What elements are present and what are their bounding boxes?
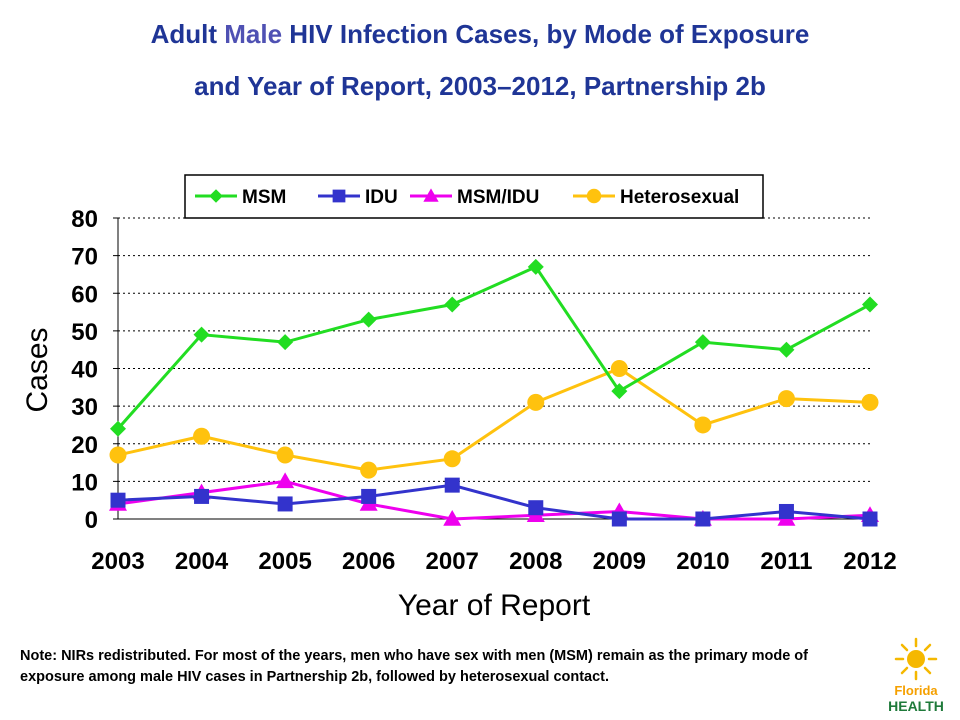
x-tick-label: 2008 [509,548,562,575]
florida-health-logo: Florida HEALTH [888,637,944,714]
title-line-2: and Year of Report, 2003–2012, Partnersh… [194,71,766,101]
legend-marker [423,188,439,202]
data-point-heterosexual [777,390,795,408]
title-accent: Male [224,19,283,49]
legend-marker [586,188,602,204]
y-tick-label: 30 [71,394,98,421]
data-point-heterosexual [610,360,628,377]
x-tick-label: 2005 [258,548,311,575]
x-tick-label: 2004 [175,548,229,575]
x-tick-label: 2006 [342,548,395,575]
legend: MSM IDU MSM/IDU Heterosexual [184,174,764,219]
data-point-msm [193,326,210,343]
data-point-idu [778,503,794,519]
data-point-msm [527,258,544,275]
series-line-msm [116,265,871,430]
data-point-idu [444,477,460,493]
data-point-idu [361,488,377,504]
series-msm [110,258,878,437]
data-point-msm [277,334,294,351]
data-point-idu [528,500,544,516]
data-point-msm [444,296,461,313]
data-point-heterosexual [861,393,879,411]
data-point-msm [778,341,795,358]
data-point-heterosexual [443,450,461,468]
logo-text-florida: Florida [894,683,938,698]
data-point-msm [862,296,878,313]
legend-box [184,174,764,219]
y-tick-label: 0 [85,507,98,534]
x-tick-label: 2012 [843,548,896,575]
chart: 0 10 20 30 40 50 60 70 80 2003 2004 2005 2006 2007 200… [21,174,897,622]
legend-label: IDU [365,187,398,208]
data-point-msm-idu [276,472,295,489]
logo-text-health: HEALTH [888,698,944,714]
series-heterosexual [109,360,879,479]
legend-label: MSM/IDU [457,187,539,208]
data-point-idu [611,511,627,527]
x-tick-label: 2011 [760,548,812,575]
data-point-heterosexual [193,427,211,445]
data-point-msm-idu [443,510,462,526]
series-line-idu [117,483,871,521]
series-idu [110,477,878,527]
data-point-msm [110,420,126,437]
legend-item-idu: IDU [318,187,398,208]
data-point-idu [194,488,210,504]
y-axis-label: Cases [21,327,54,412]
data-point-msm [694,334,711,351]
legend-item-heterosexual: Heterosexual [573,187,739,208]
x-axis-label: Year of Report [398,589,591,622]
x-tick-label: 2003 [91,548,144,575]
gridlines [118,217,870,482]
legend-marker [209,189,223,203]
y-tick-label: 80 [71,206,98,233]
title-prefix: Adult [150,19,225,49]
data-point-idu [110,492,126,508]
legend-label: MSM [242,187,286,208]
x-tick-label: 2007 [426,548,479,575]
chart-title: Adult Male HIV Infection Cases, by Mode … [0,8,960,112]
y-tick-label: 40 [71,357,98,384]
y-tick-label: 70 [71,244,98,271]
data-point-heterosexual [527,393,545,411]
legend-item-msm-idu: MSM/IDU [410,187,539,208]
data-point-msm [611,383,628,400]
y-tick-label: 60 [71,281,98,308]
legend-marker [332,189,346,203]
data-point-heterosexual [694,416,712,434]
series-line-msm-idu [117,479,871,521]
y-tick-label: 50 [71,319,98,346]
data-point-heterosexual [360,461,378,479]
data-point-idu [277,496,293,512]
sun-icon [894,637,938,681]
legend-item-msm: MSM [195,187,286,208]
data-point-heterosexual [276,446,294,464]
data-point-heterosexual [109,446,127,464]
legend-label: Heterosexual [620,187,739,208]
title-rest: HIV Infection Cases, by Mode of Exposure [282,19,810,49]
data-point-idu [695,511,711,527]
data-point-idu [862,511,878,527]
series [109,258,879,527]
y-tick-label: 20 [71,432,98,459]
series-line-heterosexual [117,366,871,472]
x-tick-label: 2009 [593,548,646,575]
title-line-1: Adult Male HIV Infection Cases, by Mode … [0,8,960,60]
footnote: Note: NIRs redistributed. For most of th… [20,648,808,685]
data-point-msm [360,311,377,328]
x-tick-label: 2010 [676,548,729,575]
y-tick-label: 10 [71,469,98,496]
